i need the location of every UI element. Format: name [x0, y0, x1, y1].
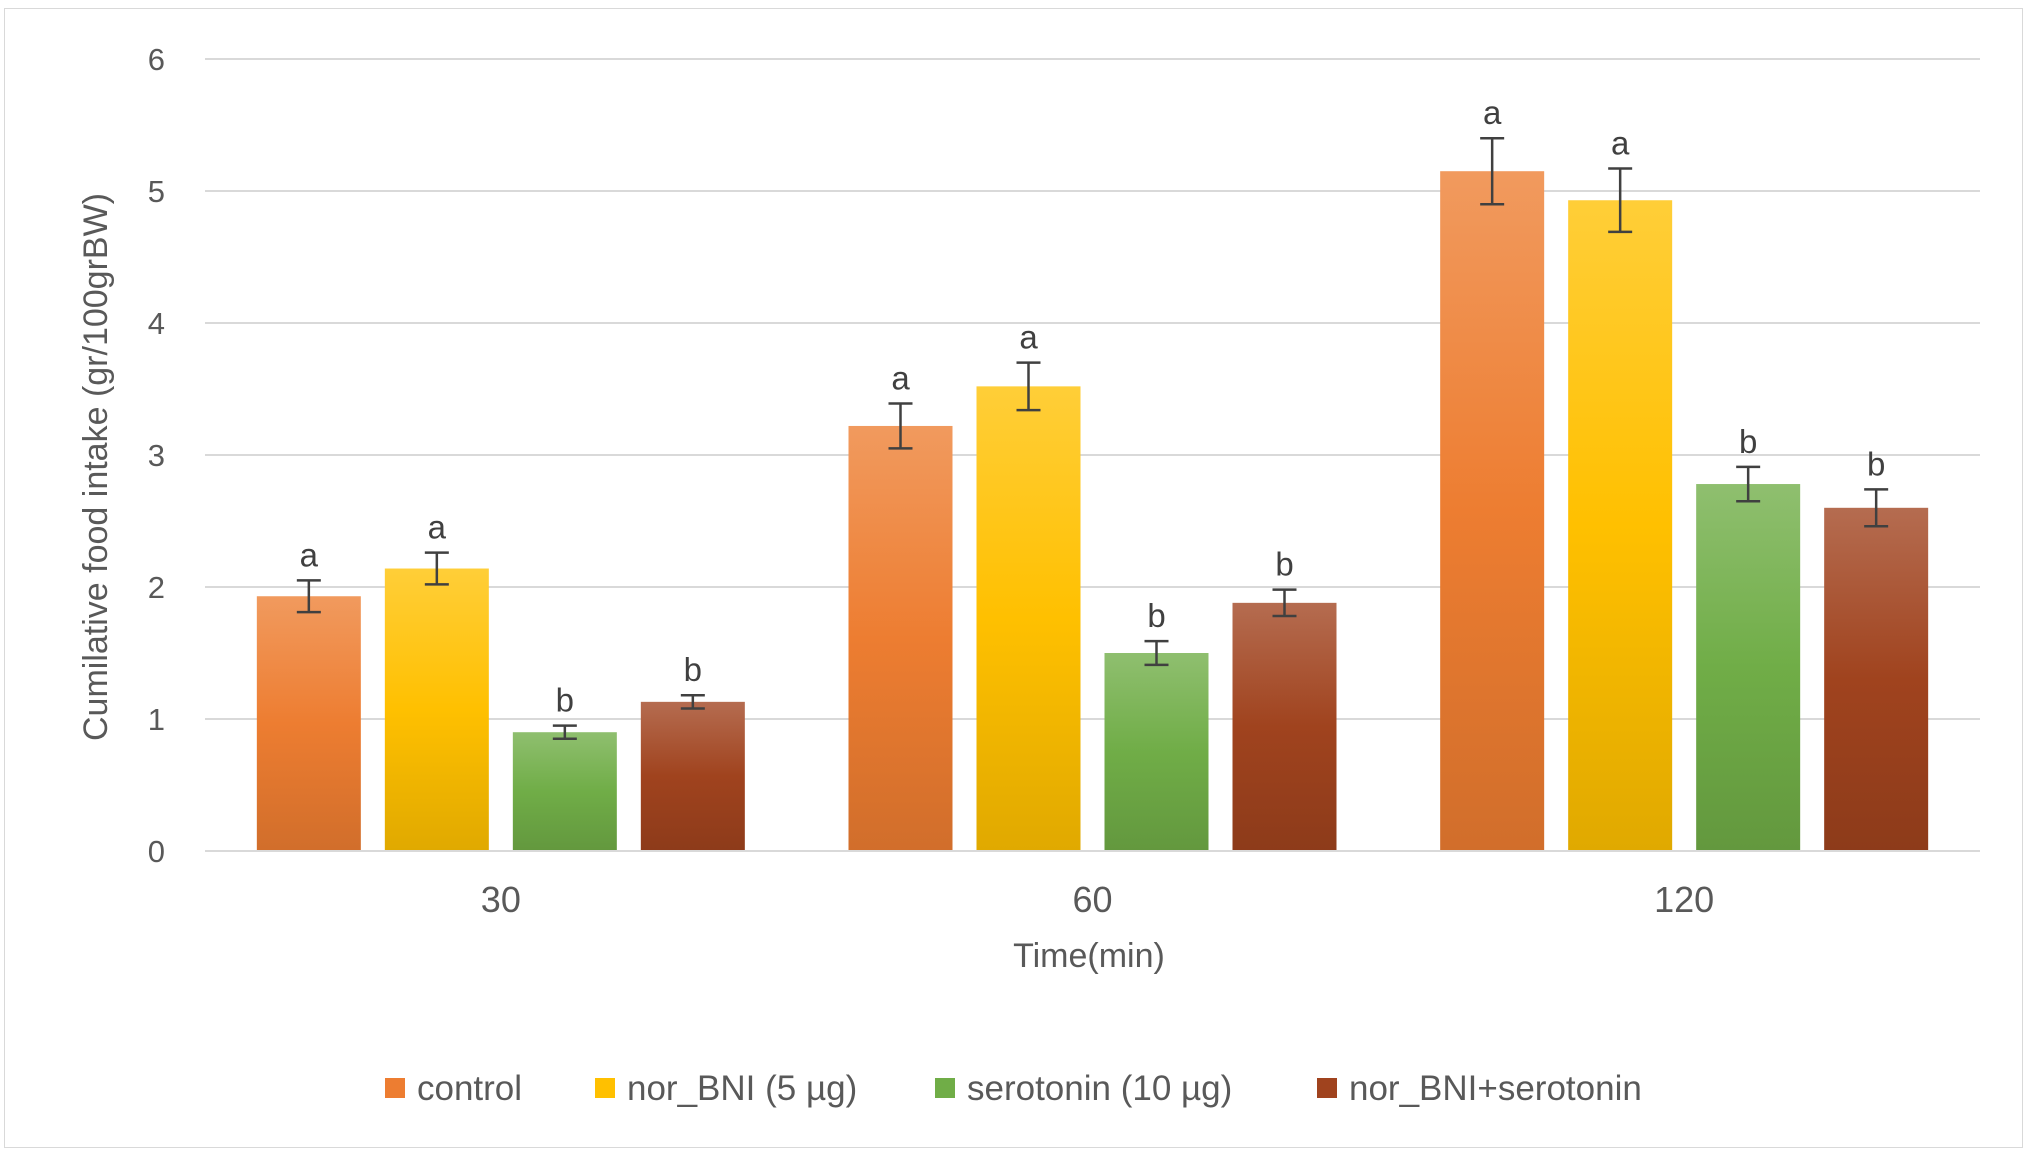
- error-bar: [1608, 167, 1633, 234]
- legend-label: serotonin (10 µg): [967, 1069, 1232, 1108]
- significance-label: b: [1867, 445, 1885, 482]
- significance-label: b: [1147, 597, 1165, 634]
- error-bar: [1016, 361, 1041, 412]
- legend-swatch: [385, 1078, 405, 1098]
- legend-swatch: [935, 1078, 955, 1098]
- error-bar: [1864, 488, 1889, 528]
- bar-nor-bni-serotonin-60: [1232, 602, 1337, 851]
- error-bar: [1736, 465, 1761, 503]
- significance-label: b: [1275, 546, 1293, 583]
- bar-serotonin-10-g--30: [512, 732, 617, 851]
- significance-label: b: [1739, 423, 1757, 460]
- significance-label: a: [1483, 94, 1502, 131]
- y-tick-label: 2: [148, 570, 165, 605]
- x-tick-label: 30: [481, 879, 521, 920]
- legend-label: nor_BNI (5 µg): [627, 1069, 857, 1108]
- legend-item: serotonin (10 µg): [935, 1069, 1232, 1108]
- bar-nor-bni-5-g--60: [976, 386, 1081, 851]
- x-tick-label: 120: [1654, 879, 1714, 920]
- y-tick-label: 3: [148, 438, 165, 473]
- legend-item: nor_BNI (5 µg): [595, 1069, 857, 1108]
- error-bar: [424, 551, 449, 586]
- bars: a a b b a a b b a a b b: [256, 94, 1929, 852]
- legend-item: nor_BNI+serotonin: [1317, 1069, 1642, 1108]
- significance-label: a: [300, 536, 319, 573]
- bar-control-30: [256, 596, 361, 851]
- y-tick-label: 4: [148, 306, 165, 341]
- bar-nor-bni-serotonin-120: [1824, 507, 1929, 851]
- bar-control-60: [848, 425, 953, 851]
- significance-label: b: [684, 651, 702, 688]
- significance-label: b: [556, 682, 574, 719]
- error-bar: [680, 693, 705, 710]
- bar-nor-bni-5-g--30: [384, 568, 489, 851]
- error-bar: [1480, 136, 1505, 206]
- error-bar: [1144, 639, 1169, 667]
- legend-item: control: [385, 1069, 522, 1108]
- error-bar: [552, 724, 577, 741]
- y-tick-label: 5: [148, 174, 165, 209]
- y-axis-title: Cumilative food intake (gr/100grBW): [77, 193, 115, 741]
- bar-nor-bni-serotonin-30: [640, 701, 745, 851]
- bar-serotonin-10-g--120: [1696, 484, 1801, 851]
- legend-label: nor_BNI+serotonin: [1349, 1069, 1642, 1108]
- gridlines: [205, 58, 1980, 852]
- significance-label: a: [428, 509, 447, 546]
- y-axis-ticks: 0 1 2 3 4 5 6: [148, 42, 165, 869]
- y-tick-label: 1: [148, 702, 165, 737]
- y-tick-label: 0: [148, 834, 165, 869]
- error-bar: [1272, 588, 1297, 618]
- legend-swatch: [1317, 1078, 1337, 1098]
- bar-chart: 0 1 2 3 4 5 6 a a b b a a b b a a b b 30 60 120 Cumilative …: [77, 42, 1980, 1108]
- bar-serotonin-10-g--60: [1104, 653, 1209, 851]
- bar-control-120: [1440, 171, 1545, 851]
- significance-label: a: [1611, 125, 1630, 162]
- significance-label: a: [1019, 319, 1038, 356]
- legend-swatch: [595, 1078, 615, 1098]
- error-bar: [296, 579, 321, 614]
- y-tick-label: 6: [148, 42, 165, 77]
- legend: control nor_BNI (5 µg) serotonin (10 µg) no…: [385, 1069, 1642, 1108]
- chart-frame: 0 1 2 3 4 5 6 a a b b a a b b a a b b 30 60 120 Cumilative …: [4, 8, 2023, 1148]
- significance-label: a: [891, 360, 910, 397]
- x-axis-ticks: 30 60 120: [205, 850, 1980, 920]
- bar-nor-bni-5-g--120: [1568, 200, 1673, 852]
- error-bar: [888, 402, 913, 450]
- x-axis-title: Time(min): [1013, 937, 1165, 975]
- legend-label: control: [417, 1069, 522, 1108]
- x-tick-label: 60: [1072, 879, 1112, 920]
